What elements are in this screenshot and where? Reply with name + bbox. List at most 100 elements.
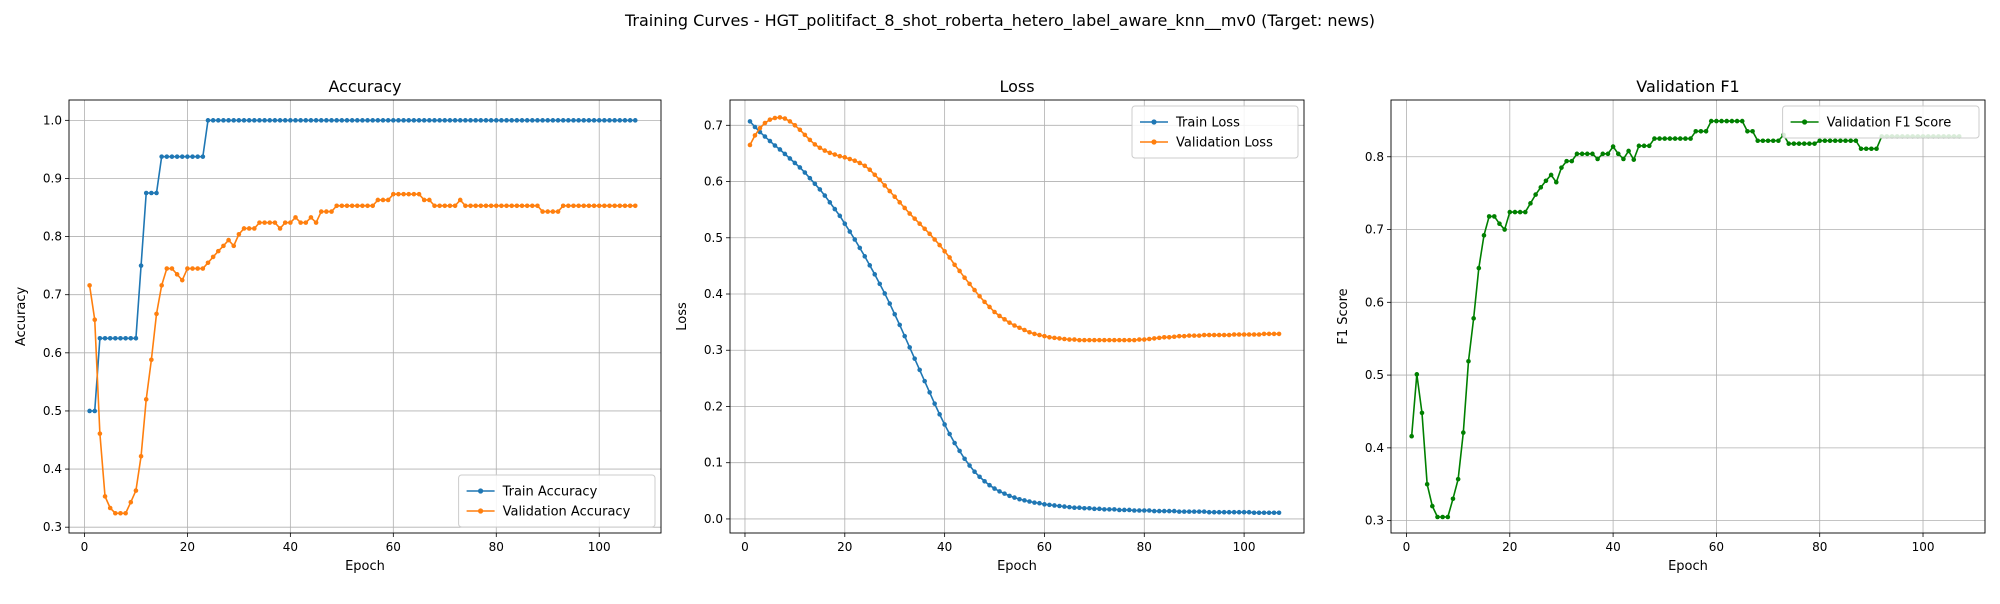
data-point: [1476, 265, 1482, 271]
data-point: [957, 448, 962, 454]
data-point: [752, 133, 758, 138]
data-point: [862, 163, 868, 169]
x-tick-label: 60: [386, 540, 401, 554]
data-point: [571, 118, 576, 123]
data-point: [1032, 331, 1037, 337]
data-point: [952, 262, 957, 268]
legend-label: Train Accuracy: [502, 485, 598, 500]
data-point: [97, 335, 103, 341]
y-tick-label: 0.2: [704, 399, 723, 413]
data-point: [807, 137, 813, 143]
data-point: [1236, 509, 1242, 515]
x-tick-label: 80: [1137, 540, 1152, 554]
data-point: [1708, 118, 1714, 124]
axes-frame: [729, 99, 1305, 534]
data-point: [1807, 141, 1812, 146]
data-point: [1007, 320, 1012, 325]
data-point: [514, 118, 520, 123]
data-point: [118, 335, 123, 341]
data-point: [1146, 508, 1152, 513]
x-tick-label: 60: [1709, 540, 1724, 554]
chart-title: Validation F1: [1636, 77, 1739, 96]
data-point: [1181, 509, 1187, 514]
data-point: [1087, 337, 1092, 343]
data-point: [1097, 506, 1102, 512]
data-point: [344, 118, 350, 123]
data-point: [149, 190, 154, 196]
data-point: [493, 118, 499, 123]
data-point: [396, 118, 401, 123]
data-point: [792, 160, 798, 166]
data-point: [612, 118, 617, 123]
data-point: [1112, 337, 1117, 343]
data-point: [1211, 509, 1217, 515]
data-point: [1827, 138, 1833, 144]
data-point: [612, 203, 617, 209]
chart-title: Accuracy: [328, 77, 401, 96]
data-point: [917, 221, 922, 227]
data-point: [385, 197, 391, 203]
data-point: [1801, 141, 1807, 146]
data-point: [102, 335, 108, 341]
data-point: [1657, 136, 1662, 141]
data-point: [401, 191, 406, 197]
data-point: [1553, 179, 1559, 185]
data-point: [962, 456, 967, 462]
data-point: [205, 118, 211, 123]
data-point: [1600, 151, 1606, 157]
data-point: [1419, 410, 1425, 416]
data-point: [1241, 332, 1247, 337]
data-point: [632, 118, 638, 123]
data-point: [617, 203, 623, 209]
grid-lines: [730, 100, 1304, 533]
data-point: [1750, 128, 1755, 134]
data-point: [149, 357, 154, 363]
data-point: [1057, 336, 1062, 341]
data-point: [174, 272, 180, 277]
data-point: [545, 209, 551, 214]
data-point: [1226, 332, 1232, 338]
y-axis-label: Accuracy: [14, 287, 29, 347]
data-point: [797, 165, 803, 170]
data-point: [174, 154, 180, 159]
data-point: [1166, 508, 1172, 514]
data-point: [303, 220, 309, 225]
data-point: [113, 335, 118, 341]
data-point: [185, 266, 190, 271]
data-point: [1002, 317, 1007, 322]
data-point: [360, 203, 365, 209]
series-2: [747, 115, 1282, 343]
data-point: [530, 203, 535, 209]
data-point: [267, 118, 273, 123]
data-point: [277, 226, 283, 231]
data-point: [1271, 510, 1277, 516]
data-point: [92, 408, 98, 414]
data-point: [143, 397, 149, 402]
data-point: [591, 118, 597, 123]
data-point: [396, 191, 401, 197]
data-point: [1471, 316, 1476, 321]
data-point: [318, 209, 324, 214]
data-point: [1027, 329, 1032, 335]
data-point: [1693, 128, 1699, 134]
x-tick-label: 20: [837, 540, 852, 554]
data-point: [1201, 332, 1207, 338]
data-point: [907, 345, 912, 350]
data-point: [1486, 214, 1492, 219]
data-point: [1533, 192, 1538, 197]
data-point: [1122, 507, 1127, 513]
x-tick-label: 40: [1605, 540, 1620, 554]
data-point: [509, 203, 515, 209]
data-point: [862, 254, 868, 259]
data-point: [967, 463, 972, 468]
data-point: [416, 118, 422, 123]
data-point: [143, 190, 149, 196]
data-point: [872, 172, 878, 178]
data-point: [560, 203, 566, 209]
data-point: [972, 287, 977, 293]
data-point: [1461, 430, 1466, 435]
legend-swatch-marker: [478, 508, 484, 514]
data-point: [1027, 499, 1032, 504]
data-point: [1211, 332, 1217, 338]
data-point: [1440, 514, 1445, 520]
